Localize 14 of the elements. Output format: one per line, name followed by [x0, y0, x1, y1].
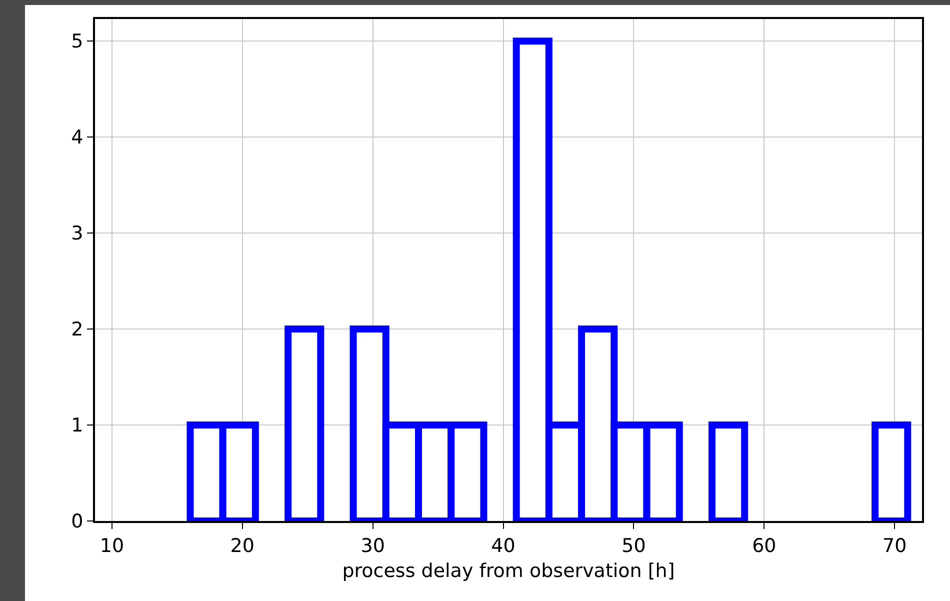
y-tick-label: 2: [71, 318, 84, 341]
x-tick-label: 70: [882, 534, 907, 557]
x-axis-title: process delay from observation [h]: [342, 560, 675, 582]
y-tick-label: 0: [71, 510, 84, 533]
y-tick-label: 5: [71, 30, 84, 53]
x-tick-label: 10: [100, 534, 124, 557]
x-tick-label: 40: [491, 534, 516, 557]
y-tick-label: 1: [71, 414, 84, 437]
x-tick-label: 50: [622, 534, 646, 557]
y-tick-label: 3: [71, 222, 84, 245]
x-tick-label: 30: [360, 534, 385, 557]
x-tick-label: 60: [752, 534, 776, 557]
x-tick-label: 20: [230, 534, 254, 557]
y-tick-label: 4: [71, 126, 84, 149]
